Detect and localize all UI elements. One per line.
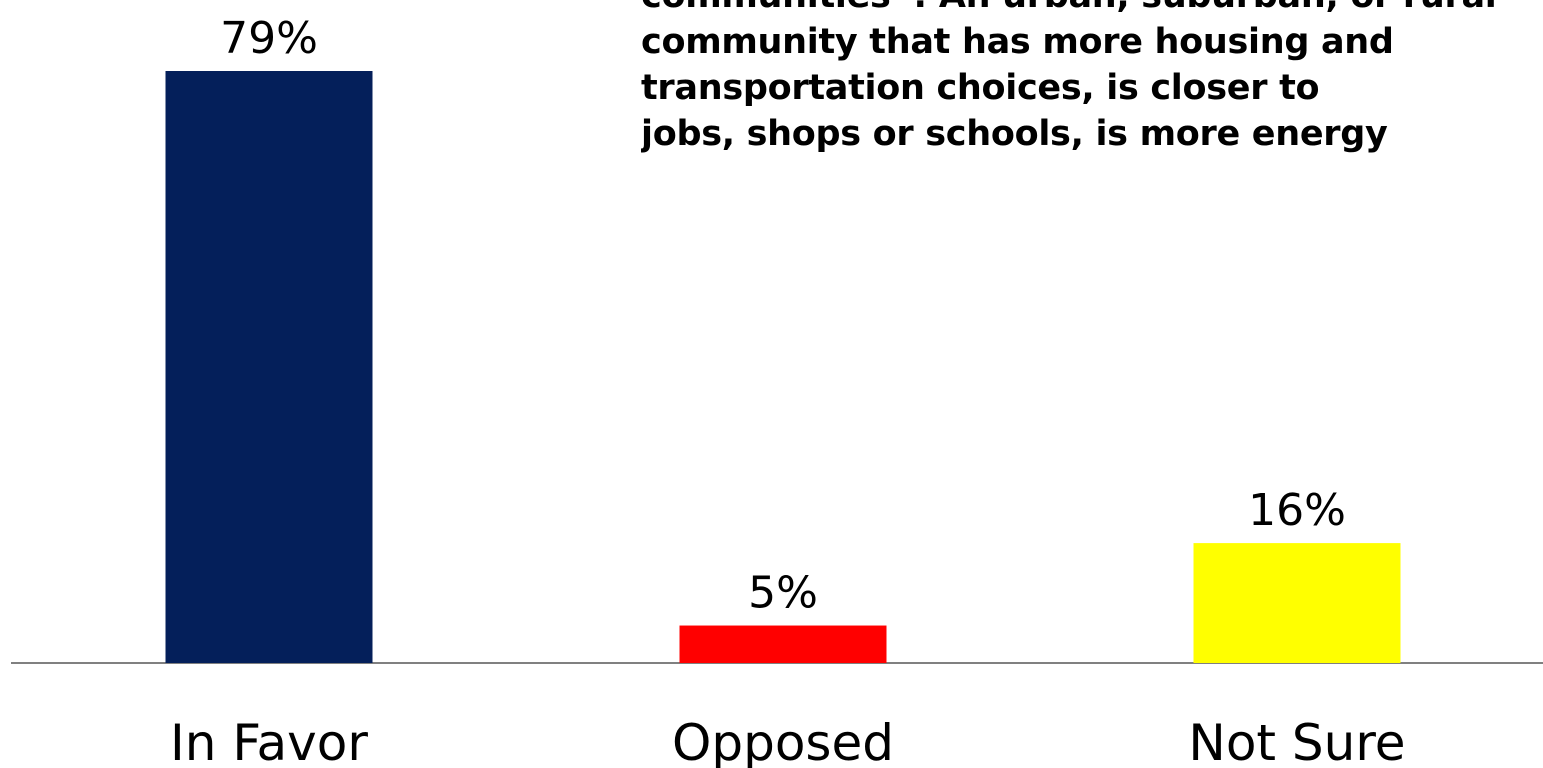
bar-not-sure (1193, 543, 1401, 663)
annotation-line-3: transportation choices, is closer to (641, 68, 1320, 108)
category-label-opposed: Opposed (672, 714, 894, 768)
bar-opposed (679, 625, 887, 663)
value-labels-group: 79% 5% 16% (220, 13, 1346, 619)
annotation-line-2: community that has more housing and (641, 22, 1394, 62)
annotation-line-1: communities”: An urban, suburban, or rur… (641, 0, 1521, 19)
category-labels-group: In Favor Opposed Not Sure (170, 714, 1406, 768)
value-label-in-favor: 79% (220, 13, 318, 64)
bar-in-favor (165, 71, 373, 663)
value-label-opposed: 5% (748, 568, 818, 619)
category-label-in-favor: In Favor (170, 714, 368, 768)
annotation-text-block: communities”: An urban, suburban, or rur… (641, 0, 1521, 157)
value-label-not-sure: 16% (1248, 485, 1346, 536)
category-label-not-sure: Not Sure (1188, 714, 1405, 768)
annotation-line-4: jobs, shops or schools, is more energy (641, 114, 1388, 154)
chart-annotation: communities”: An urban, suburban, or rur… (641, 0, 1521, 190)
bars-group (165, 71, 1401, 663)
